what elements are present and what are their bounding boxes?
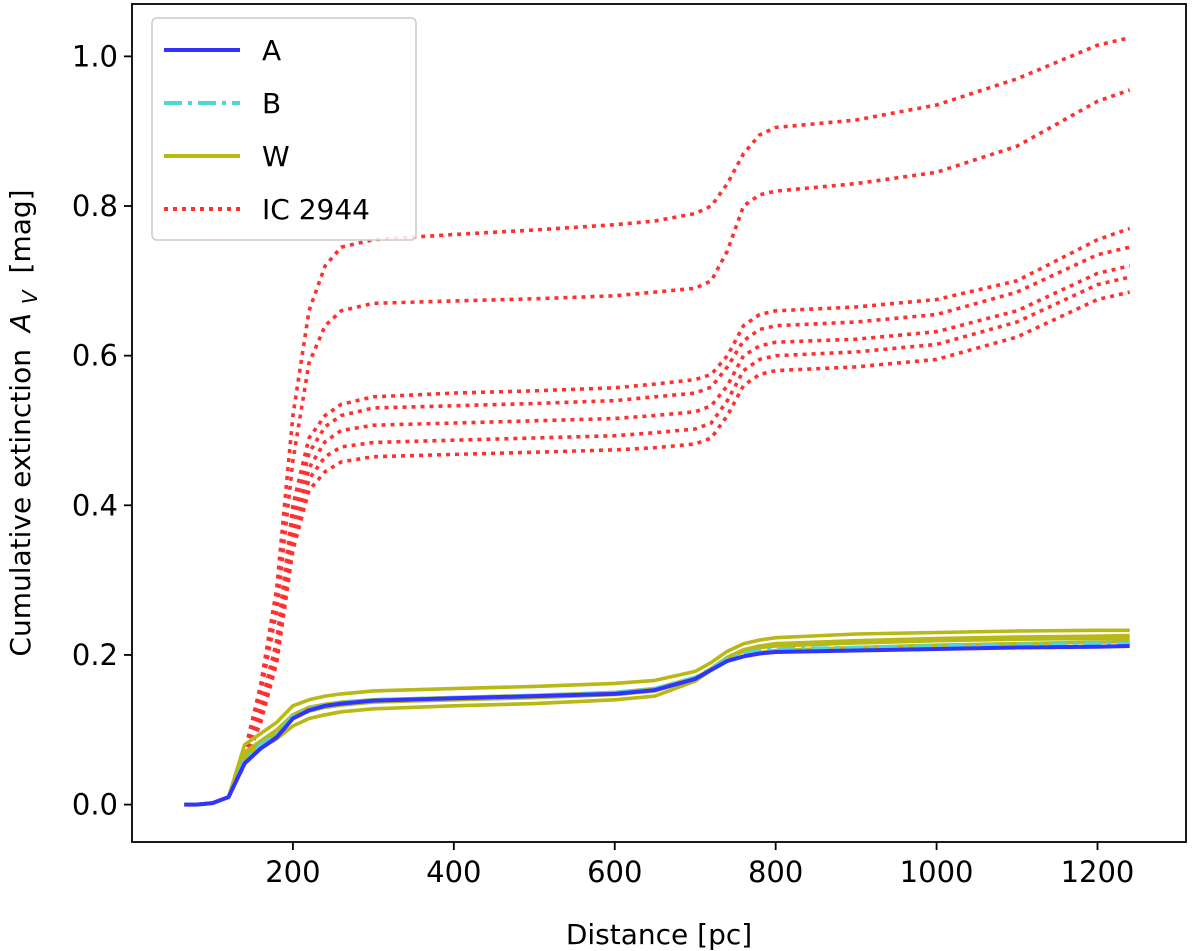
legend-label-ic2944: IC 2944	[262, 193, 370, 226]
y-axis-title-symbol: A	[4, 313, 37, 334]
series-line-ic2944-5	[184, 275, 1131, 807]
x-tick-label: 800	[748, 855, 803, 889]
plot-frame	[131, 3, 1187, 843]
y-tick-label: 0.4	[72, 488, 118, 522]
y-tick-label: 1.0	[72, 39, 118, 73]
legend: A B W IC 2944	[151, 17, 417, 241]
y-tick-label: 0.8	[72, 189, 118, 223]
x-tick-label: 1200	[1061, 855, 1135, 889]
series-line-ic2944-2	[184, 226, 1131, 807]
legend-box	[151, 17, 417, 241]
x-tick-label: 400	[426, 855, 481, 889]
series-layer	[184, 35, 1131, 807]
x-axis-title: Distance [pc]	[566, 918, 752, 951]
series-line-b-11	[184, 641, 1130, 807]
series-line-a-12	[184, 644, 1130, 807]
x-tick-label: 1000	[900, 855, 974, 889]
y-tick-label: 0.2	[72, 638, 118, 672]
series-line-ic2944-0	[184, 35, 1131, 807]
series-line-ic2944-1	[184, 88, 1131, 807]
y-axis-title-prefix: Cumulative extinction	[4, 349, 37, 657]
legend-label-b: B	[262, 87, 281, 120]
series-line-w-8	[184, 628, 1130, 807]
y-axis-title-unit: [mag]	[4, 189, 37, 273]
y-axis-title-subscript: V	[18, 289, 42, 304]
legend-label-a: A	[262, 34, 281, 67]
x-tick-label: 200	[265, 855, 320, 889]
x-tick-label: 600	[587, 855, 642, 889]
y-tick-label: 0.0	[72, 788, 118, 822]
legend-label-w: W	[262, 140, 290, 173]
tick-layer: 200 400 600 800 1000 1200 0.0 0.2 0.4 0.6 0.8 1.0	[72, 39, 1135, 889]
y-tick-label: 0.6	[72, 339, 118, 373]
y-axis-title: Cumulative extinction A V [mag]	[4, 189, 44, 656]
